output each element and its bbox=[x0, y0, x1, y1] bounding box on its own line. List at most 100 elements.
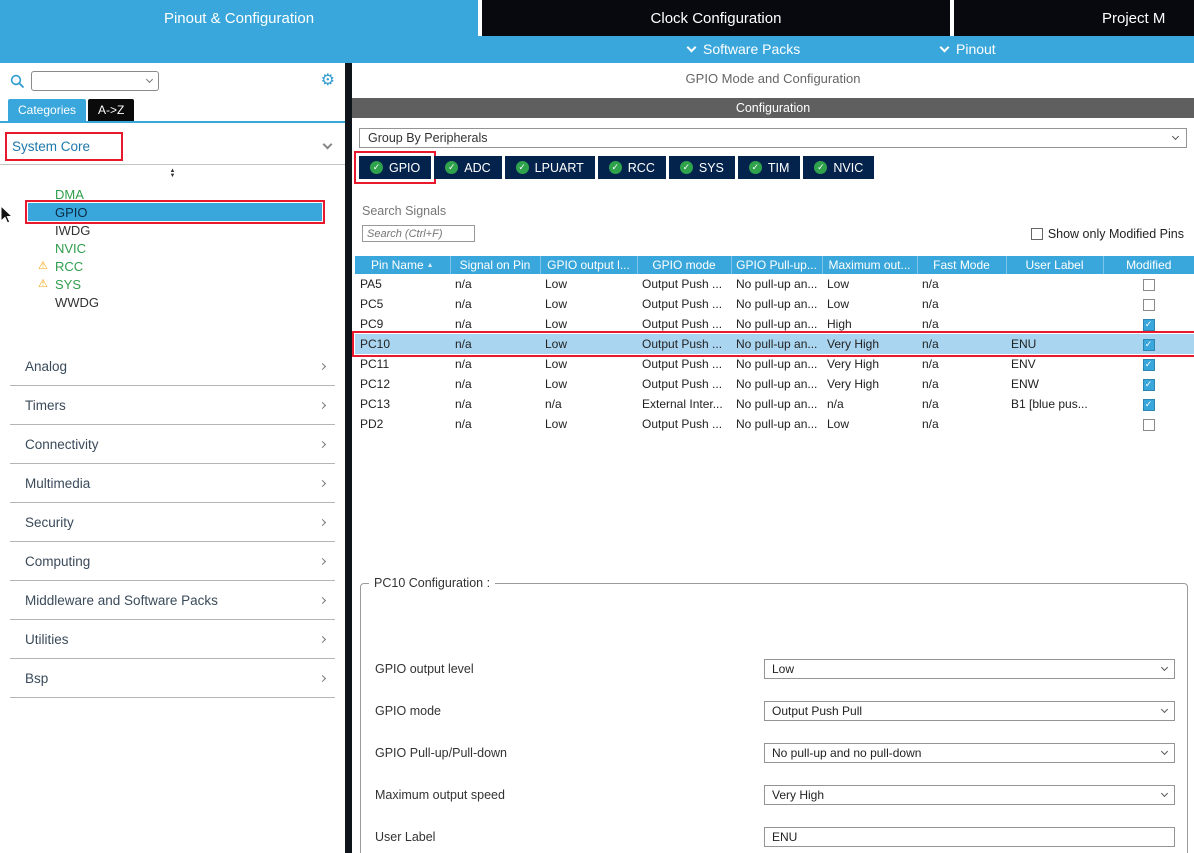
config-field-select[interactable]: Very High bbox=[764, 785, 1175, 805]
panel-title: GPIO Mode and Configuration bbox=[685, 71, 861, 86]
column-header-label: User Label bbox=[1025, 258, 1084, 272]
modified-checkbox[interactable] bbox=[1142, 418, 1155, 431]
software-packs-menu[interactable]: Software Packs bbox=[686, 41, 800, 57]
column-header-0[interactable]: Pin Name ▲ bbox=[355, 256, 451, 274]
sidebar-section-timers[interactable]: Timers bbox=[10, 386, 335, 425]
signals-search-input[interactable] bbox=[362, 225, 475, 242]
column-header-6[interactable]: Fast Mode bbox=[917, 256, 1007, 274]
pin-cell: No pull-up an... bbox=[736, 317, 818, 331]
pc10-configuration-group: PC10 Configuration : GPIO output level Lo… bbox=[360, 576, 1188, 853]
peripheral-tab-adc[interactable]: ✓ ADC bbox=[434, 156, 502, 179]
column-header-2[interactable]: GPIO output l... bbox=[540, 256, 638, 274]
scroll-down-icon: ▼ bbox=[169, 173, 176, 179]
peripheral-tab-tim[interactable]: ✓ TIM bbox=[737, 156, 801, 179]
list-scroll-handle[interactable]: ▲ ▼ bbox=[0, 168, 345, 179]
sidebar-section-utilities[interactable]: Utilities bbox=[10, 620, 335, 659]
pin-row-pc10[interactable]: PC10 n/a Low Output Push ... No pull-up an..… bbox=[352, 331, 1194, 357]
column-header-label: GPIO mode bbox=[652, 258, 716, 272]
peripheral-tab-gpio[interactable]: ✓ GPIO bbox=[353, 151, 437, 184]
modified-checkbox[interactable] bbox=[1142, 298, 1155, 311]
modified-checkbox[interactable]: ✓ bbox=[1142, 338, 1155, 351]
sidebar-item-label: IWDG bbox=[55, 222, 91, 238]
tab-categories[interactable]: Categories bbox=[8, 99, 87, 121]
pc10-configuration-fields: GPIO output level Low GPIO mode Output Push… bbox=[361, 659, 1187, 847]
pin-row-pc9[interactable]: PC9 n/a Low Output Push ... No pull-up an...… bbox=[355, 314, 1194, 334]
check-circle-icon: ✓ bbox=[748, 161, 762, 174]
sidebar-item-rcc[interactable]: ⚠ RCC bbox=[28, 257, 322, 275]
column-header-3[interactable]: GPIO mode bbox=[637, 256, 732, 274]
config-field-row: GPIO Pull-up/Pull-down No pull-up and no … bbox=[375, 743, 1175, 763]
sidebar-section-security[interactable]: Security bbox=[10, 503, 335, 542]
pin-cell: No pull-up an... bbox=[736, 417, 818, 431]
chevron-down-icon bbox=[939, 42, 950, 52]
search-icon bbox=[10, 74, 25, 88]
config-field-select[interactable]: Low bbox=[764, 659, 1175, 679]
column-header-8[interactable]: Modified bbox=[1103, 256, 1194, 274]
pin-cell: Low bbox=[827, 277, 850, 291]
sidebar-item-gpio[interactable]: GPIO bbox=[25, 200, 325, 224]
modified-checkbox[interactable]: ✓ bbox=[1142, 318, 1155, 331]
pin-row-pc5[interactable]: PC5 n/a Low Output Push ... No pull-up an...… bbox=[355, 294, 1194, 314]
tab-project-manager[interactable]: Project M bbox=[954, 0, 1194, 36]
pin-cell: Low bbox=[545, 377, 568, 391]
column-header-5[interactable]: Maximum out... bbox=[822, 256, 918, 274]
peripheral-tab-nvic[interactable]: ✓ NVIC bbox=[803, 156, 875, 179]
sidebar-item-sys[interactable]: ⚠ SYS bbox=[28, 275, 322, 293]
sidebar-section-analog[interactable]: Analog bbox=[10, 347, 335, 386]
sidebar-item-dma[interactable]: DMA bbox=[28, 185, 322, 203]
sidebar-search-combo[interactable] bbox=[31, 71, 159, 91]
peripheral-tab-lpuart[interactable]: ✓ LPUART bbox=[504, 156, 595, 179]
pin-row-pc12[interactable]: PC12 n/a Low Output Push ... No pull-up an..… bbox=[355, 374, 1194, 394]
section-system-core[interactable]: System Core bbox=[0, 132, 345, 165]
modified-checkbox[interactable]: ✓ bbox=[1142, 398, 1155, 411]
sidebar-splitter[interactable] bbox=[345, 63, 352, 853]
peripheral-tab-label: NVIC bbox=[833, 160, 864, 175]
sidebar-section-connectivity[interactable]: Connectivity bbox=[10, 425, 335, 464]
config-field-label: GPIO output level bbox=[375, 662, 474, 676]
sidebar-section-middleware-and-software-packs[interactable]: Middleware and Software Packs bbox=[10, 581, 335, 620]
peripheral-tab-rcc[interactable]: ✓ RCC bbox=[597, 156, 666, 179]
pin-cell: Low bbox=[545, 297, 568, 311]
sidebar-item-iwdg[interactable]: IWDG bbox=[28, 221, 322, 239]
column-header-7[interactable]: User Label bbox=[1006, 256, 1104, 274]
show-modified-checkbox[interactable] bbox=[1030, 227, 1043, 240]
config-field-label: GPIO mode bbox=[375, 704, 441, 718]
chevron-right-icon bbox=[318, 674, 327, 682]
group-by-select[interactable]: Group By Peripherals bbox=[359, 128, 1187, 148]
column-header-1[interactable]: Signal on Pin bbox=[450, 256, 541, 274]
config-field-select[interactable]: No pull-up and no pull-down bbox=[764, 743, 1175, 763]
pin-cell: n/a bbox=[922, 417, 939, 431]
sidebar-section-bsp[interactable]: Bsp bbox=[10, 659, 335, 698]
pin-row-pc13[interactable]: PC13 n/a n/a External Inter... No pull-up an… bbox=[355, 394, 1194, 414]
pin-row-pd2[interactable]: PD2 n/a Low Output Push ... No pull-up an...… bbox=[355, 414, 1194, 434]
show-modified-toggle[interactable]: Show only Modified Pins bbox=[1030, 227, 1184, 241]
modified-checkbox[interactable]: ✓ bbox=[1142, 378, 1155, 391]
tab-clock-configuration[interactable]: Clock Configuration bbox=[482, 0, 950, 36]
pinout-menu[interactable]: Pinout bbox=[939, 41, 996, 57]
config-field-input[interactable]: ENU bbox=[764, 827, 1175, 847]
pin-row-pc11[interactable]: PC11 n/a Low Output Push ... No pull-up an..… bbox=[355, 354, 1194, 374]
pin-row-pa5[interactable]: PA5 n/a Low Output Push ... No pull-up an...… bbox=[355, 274, 1194, 294]
gpio-signals-table: Pin Name ▲ Signal on Pin GPIO output l... GP… bbox=[352, 256, 1194, 434]
sidebar-item-nvic[interactable]: NVIC bbox=[28, 239, 322, 257]
sidebar-section-multimedia[interactable]: Multimedia bbox=[10, 464, 335, 503]
signals-search-row: Show only Modified Pins bbox=[362, 225, 1184, 242]
pin-cell: Low bbox=[545, 277, 568, 291]
pin-cell: B1 [blue pus... bbox=[1011, 397, 1088, 411]
check-circle-icon: ✓ bbox=[608, 161, 622, 174]
sidebar-item-label: SYS bbox=[55, 276, 82, 292]
column-header-4[interactable]: GPIO Pull-up... bbox=[731, 256, 823, 274]
sidebar-section-label: Bsp bbox=[25, 670, 49, 686]
modified-checkbox[interactable]: ✓ bbox=[1142, 358, 1155, 371]
tab-pinout-configuration[interactable]: Pinout & Configuration bbox=[0, 0, 478, 36]
pin-cell: n/a bbox=[545, 397, 562, 411]
sort-ascending-icon: ▲ bbox=[426, 262, 434, 269]
peripheral-tab-sys[interactable]: ✓ SYS bbox=[668, 156, 735, 179]
modified-checkbox[interactable] bbox=[1142, 278, 1155, 291]
sidebar-section-computing[interactable]: Computing bbox=[10, 542, 335, 581]
tab-a-to-z[interactable]: A->Z bbox=[88, 99, 135, 121]
config-field-select[interactable]: Output Push Pull bbox=[764, 701, 1175, 721]
scroll-up-icon: ▲ bbox=[169, 168, 176, 174]
gear-icon[interactable]: ⚙ bbox=[320, 72, 335, 89]
sidebar-item-wwdg[interactable]: WWDG bbox=[28, 293, 322, 311]
